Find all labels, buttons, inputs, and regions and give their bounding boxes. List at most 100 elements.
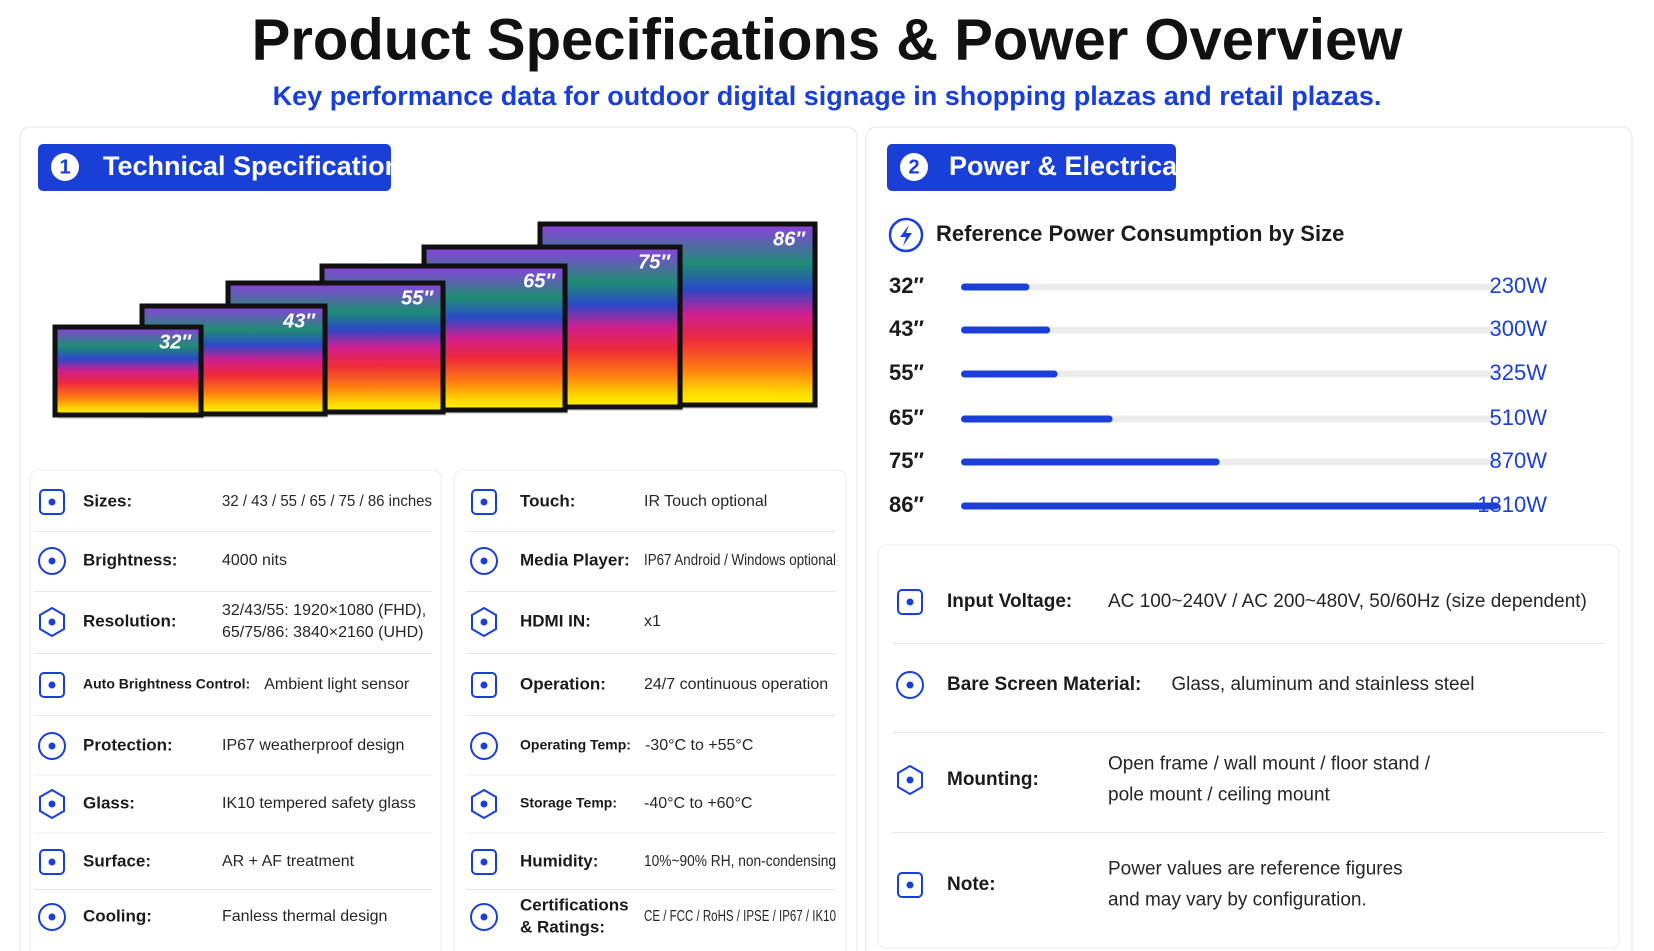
badge-circle: [51, 153, 79, 181]
spec-value: -40°C to +60°C: [644, 795, 752, 812]
spec-label: Input Voltage:: [947, 591, 1072, 612]
spec-label: HDMI IN:: [520, 611, 591, 630]
spec-label: Brightness:: [83, 550, 177, 569]
icon-dot: [48, 498, 56, 506]
spec-value: Power values are reference figures: [1108, 859, 1403, 880]
icon-dot: [480, 498, 488, 506]
badge-text: Power & Electrical: [949, 151, 1185, 181]
bar: [961, 283, 1030, 291]
bar: [961, 370, 1058, 378]
category-label: 43″: [889, 316, 924, 341]
icon-dot: [480, 742, 488, 750]
spec-value: 32 / 43 / 55 / 65 / 75 / 86 inches: [222, 493, 432, 510]
spec-value: -30°C to +55°C: [645, 737, 753, 754]
screen-label: 32″: [159, 331, 192, 353]
spec-label: Sizes:: [83, 491, 132, 510]
category-label: 32″: [889, 273, 924, 298]
spec-value: 10%~90% RH, non-condensing: [644, 853, 836, 870]
icon-dot: [480, 557, 488, 565]
value-label: 510W: [1490, 405, 1548, 430]
icon: [38, 903, 66, 931]
icon-dot: [906, 681, 914, 689]
spec-label: & Ratings:: [520, 917, 605, 936]
icon: [471, 489, 497, 515]
spec-label: Storage Temp:: [520, 795, 617, 811]
icon: [471, 849, 497, 875]
icon: [39, 672, 65, 698]
spec-label: Media Player:: [520, 550, 630, 569]
screen-label: 65″: [523, 270, 556, 292]
icon: [39, 788, 65, 820]
icon-dot: [906, 881, 914, 889]
bar: [961, 458, 1220, 466]
icon: [471, 788, 497, 820]
screen-label: 75″: [638, 251, 671, 273]
spec-label: Touch:: [520, 491, 575, 510]
spec-value: IR Touch optional: [644, 493, 767, 510]
spec-value: 4000 nits: [222, 552, 287, 569]
icon: [39, 489, 65, 515]
bar-track: [961, 283, 1499, 291]
electrical-box: [877, 544, 1620, 949]
icon-dot: [480, 618, 488, 626]
icon-dot: [48, 557, 56, 565]
icon-dot: [906, 776, 914, 784]
spec-box: [29, 469, 442, 951]
value-label: 230W: [1490, 273, 1548, 298]
bar: [961, 415, 1113, 423]
icon-dot: [480, 858, 488, 866]
badge: [887, 144, 1176, 191]
bar: [961, 326, 1051, 334]
icon: [39, 606, 65, 638]
page-title: Product Specifications & Power Overview: [252, 7, 1404, 72]
value-label: 1810W: [1477, 492, 1547, 517]
icon-dot: [48, 742, 56, 750]
spec-value: Open frame / wall mount / floor stand /: [1108, 754, 1431, 775]
value-label: 870W: [1490, 448, 1548, 473]
spec-value: Ambient light sensor: [264, 676, 410, 693]
spec-label: Operation:: [520, 674, 606, 693]
badge-circle: [900, 153, 928, 181]
icon: [470, 732, 498, 760]
category-label: 75″: [889, 448, 924, 473]
chart-title: Reference Power Consumption by Size: [936, 221, 1344, 246]
icon-dot: [480, 681, 488, 689]
spec-value: AC 100~240V / AC 200~480V, 50/60Hz (size…: [1108, 591, 1587, 612]
bar: [961, 502, 1499, 510]
spec-value: AR + AF treatment: [222, 853, 355, 870]
value-label: 325W: [1490, 360, 1548, 385]
spec-value: Glass, aluminum and stainless steel: [1171, 674, 1474, 695]
spec-label: Glass:: [83, 793, 135, 812]
icon-dot: [480, 913, 488, 921]
icon-dot: [906, 598, 914, 606]
screen-label: 43″: [282, 310, 316, 332]
icon-dot: [48, 618, 56, 626]
spec-label: Auto Brightness Control:: [83, 676, 250, 692]
icon-dot: [480, 800, 488, 808]
spec-value: 32/43/55: 1920×1080 (FHD),: [222, 602, 426, 619]
spec-value: IP67 weatherproof design: [222, 737, 404, 754]
icon: [897, 589, 923, 615]
icon: [470, 903, 498, 931]
screen-label: 55″: [401, 287, 434, 309]
category-label: 55″: [889, 360, 924, 385]
spec-value: 65/75/86: 3840×2160 (UHD): [222, 624, 423, 641]
badge-text: Technical Specifications: [103, 151, 416, 181]
bolt-icon: [888, 217, 924, 253]
badge-number: 1: [59, 156, 70, 178]
spec-value: and may vary by configuration.: [1108, 890, 1367, 911]
spec-value: Fanless thermal design: [222, 908, 387, 925]
page-subtitle: Key performance data for outdoor digital…: [273, 81, 1382, 111]
icon: [38, 547, 66, 575]
spec-label: Mounting:: [947, 769, 1039, 790]
icon: [471, 606, 497, 638]
spec-label: Resolution:: [83, 611, 177, 630]
icon-dot: [48, 913, 56, 921]
badge: [38, 144, 391, 191]
icon: [897, 764, 923, 796]
icon: [38, 732, 66, 760]
spec-value: x1: [644, 613, 661, 630]
spec-value: pole mount / ceiling mount: [1108, 785, 1331, 806]
bar-track: [961, 370, 1499, 378]
